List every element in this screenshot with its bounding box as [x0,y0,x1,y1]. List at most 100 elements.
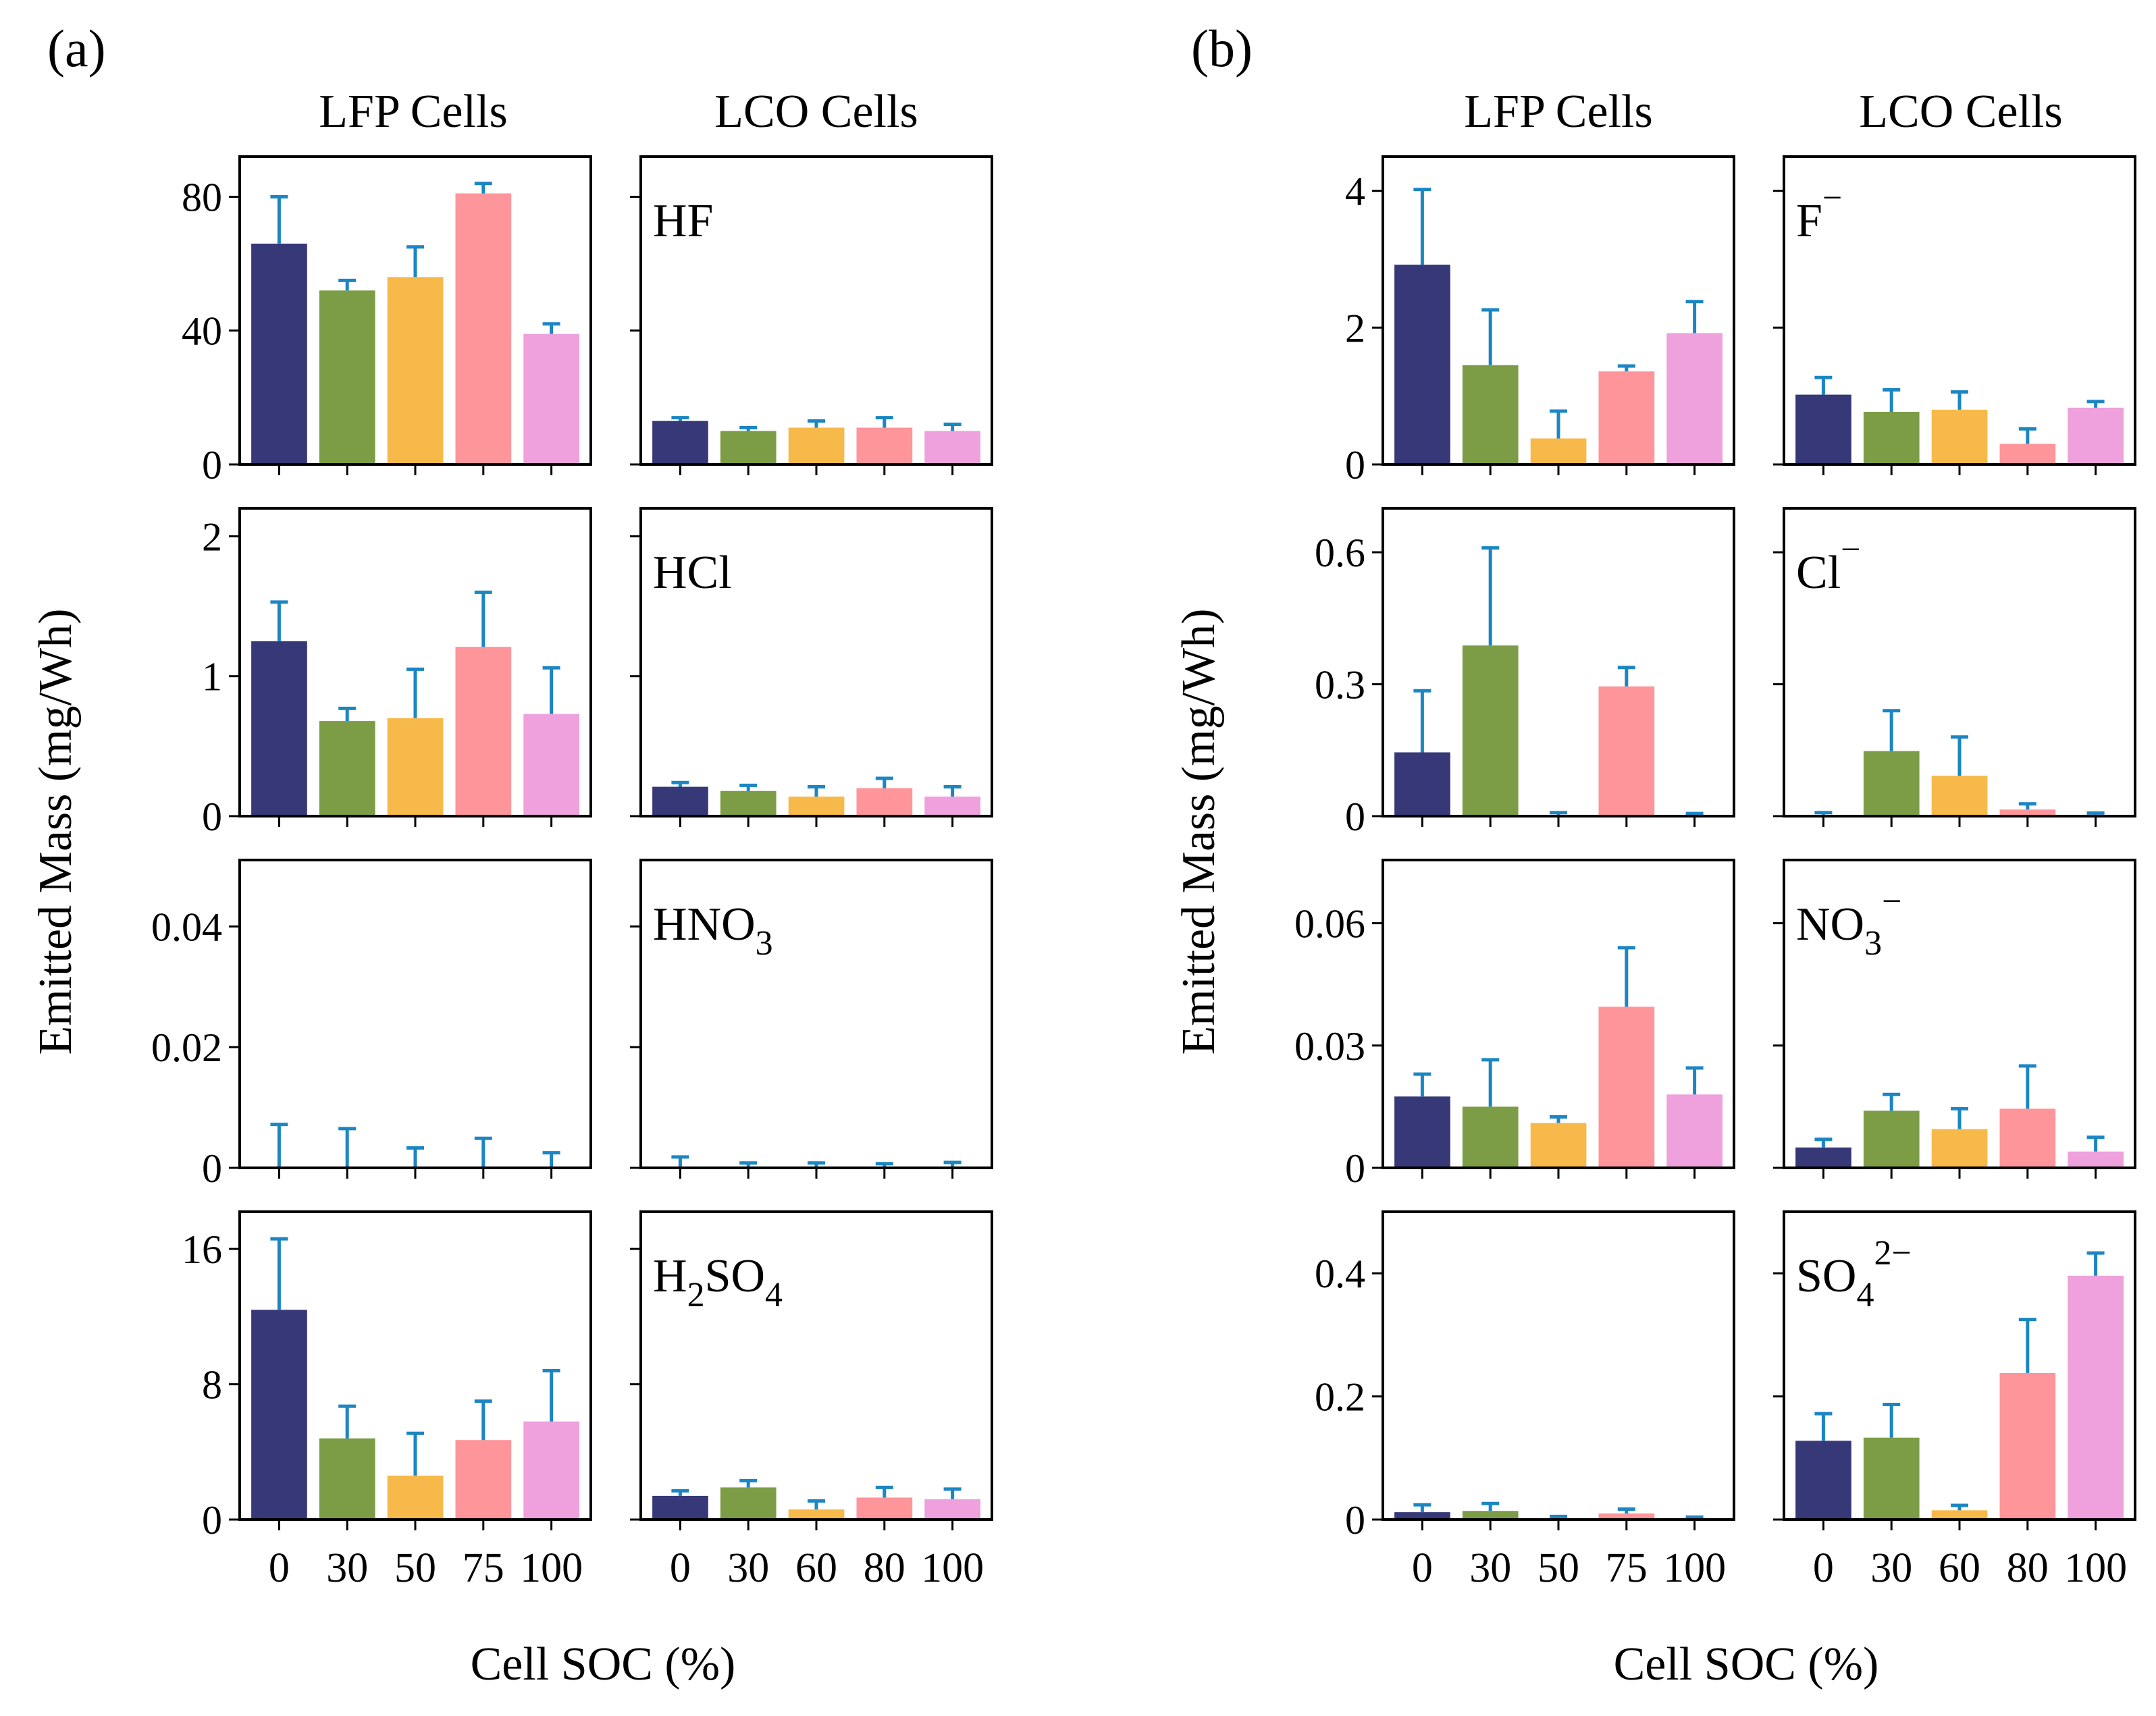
y-tick-label-0: 0 [202,1146,222,1191]
y-tick-label-0: 0 [202,443,222,487]
y-tick-label-8: 8 [202,1363,222,1407]
species-label: Cl− [1796,531,1860,599]
x-tick-label-100: 100 [2064,1545,2127,1591]
subplot-b-lco-row3: 0 30 60 80 100 SO42− [1773,1210,2136,1591]
bar-soc-30 [720,1487,777,1520]
x-tick-label-30: 30 [326,1545,368,1591]
subplot-b-lco-row2: NO3− [1773,859,2136,1179]
bar-soc-75 [455,1440,512,1520]
subplot-frame [1783,507,2136,817]
y-tick-label-0.4: 0.4 [1315,1252,1365,1296]
bar-soc-60 [1931,1129,1988,1168]
bar-soc-80 [1999,809,2056,816]
x-tick-label-50: 50 [1537,1545,1579,1591]
subplot-frame [639,507,993,817]
column-title-b-lfp: LFP Cells [1464,86,1652,138]
bar-soc-30 [1462,1106,1519,1168]
subplot-b-lco-row1: Cl− [1773,507,2136,827]
panel-label-b: (b) [1191,19,1253,78]
bar-soc-0 [1795,1441,1851,1520]
bar-soc-60 [1931,776,1988,816]
subplot-frame [238,1210,592,1521]
subplot-frame [238,155,592,466]
bar-soc-30 [1863,1437,1920,1520]
species-label-part: SO [1796,1250,1856,1302]
bar-soc-100 [924,431,980,464]
species-label-part: HCl [653,547,732,599]
x-tick-label-30: 30 [1469,1545,1511,1591]
y-tick-label-0.06: 0.06 [1294,902,1365,946]
subplot-a-lco-row2: HNO3 [630,859,993,1179]
y-tick-label-0: 0 [1345,795,1365,839]
species-label-part: F [1796,195,1822,247]
bar-soc-75 [1598,371,1655,464]
bar-soc-0 [1394,265,1450,464]
y-tick-label-40: 40 [182,309,222,354]
subplot-b-lfp-row3: 0 30 50 75 100 0 0.2 0.4 [1315,1210,1735,1591]
y-tick-label-1: 1 [202,655,222,699]
x-axis-label-b: Cell SOC (%) [1614,1638,1879,1690]
bar-soc-80 [1999,444,2056,464]
x-axis-label-a: Cell SOC (%) [471,1638,736,1690]
bar-soc-75 [1598,1513,1655,1520]
species-label-part: 2− [1874,1234,1911,1272]
bar-soc-100 [2068,407,2124,464]
bar-soc-60 [788,427,845,464]
panel-label-a: (a) [47,19,106,78]
subplot-frame [1783,859,2136,1169]
subplot-frame [1382,155,1735,466]
bar-soc-30 [720,790,777,816]
species-label-part: − [1841,531,1860,569]
species-label: HCl [653,547,732,599]
subplot-b-lfp-row2: 0 0.03 0.06 [1294,859,1735,1191]
bar-soc-50 [387,1475,444,1520]
x-tick-label-80: 80 [864,1545,905,1591]
species-label-part: 4 [1856,1276,1874,1314]
bar-soc-100 [924,797,980,816]
bar-soc-80 [856,1497,913,1520]
species-label-part: HNO [653,899,756,950]
bar-soc-30 [1863,751,1920,816]
x-tick-label-60: 60 [1939,1545,1980,1591]
subplot-frame [238,859,592,1169]
y-tick-label-4: 4 [1345,169,1365,214]
bar-soc-75 [1598,686,1655,816]
subplot-frame [1382,507,1735,817]
bar-soc-80 [856,427,913,464]
species-label-part: − [1882,882,1901,921]
x-tick-label-30: 30 [1870,1545,1912,1591]
bar-soc-100 [1666,333,1723,464]
bar-soc-80 [856,788,913,816]
bar-soc-0 [1394,1512,1450,1520]
bar-soc-75 [455,647,512,816]
y-tick-label-0.6: 0.6 [1315,531,1365,575]
x-tick-label-0: 0 [269,1545,290,1591]
subplot-a-lco-row0: HF [630,155,993,475]
subplot-frame [639,155,993,466]
species-label: F− [1796,179,1842,247]
bar-soc-30 [1462,1511,1519,1520]
bar-soc-0 [251,1310,307,1520]
bar-soc-80 [1999,1108,2056,1168]
bar-soc-50 [1530,1123,1587,1168]
bar-soc-0 [1394,1096,1450,1168]
x-tick-label-30: 30 [727,1545,769,1591]
x-tick-label-100: 100 [520,1545,583,1591]
bar-soc-0 [652,786,708,816]
bar-soc-60 [788,797,845,816]
bar-soc-0 [1795,394,1851,464]
bar-soc-80 [1999,1372,2056,1520]
bar-soc-30 [319,721,375,816]
x-tick-label-50: 50 [394,1545,436,1591]
y-tick-label-0: 0 [1345,1146,1365,1191]
x-tick-label-100: 100 [1663,1545,1726,1591]
y-tick-label-2: 2 [1345,306,1365,350]
bar-soc-75 [455,193,512,464]
subplot-frame [1783,1210,2136,1521]
x-tick-label-75: 75 [463,1545,504,1591]
species-label: SO42− [1796,1234,1912,1314]
bar-soc-100 [523,333,579,464]
bar-soc-100 [2068,1151,2124,1168]
